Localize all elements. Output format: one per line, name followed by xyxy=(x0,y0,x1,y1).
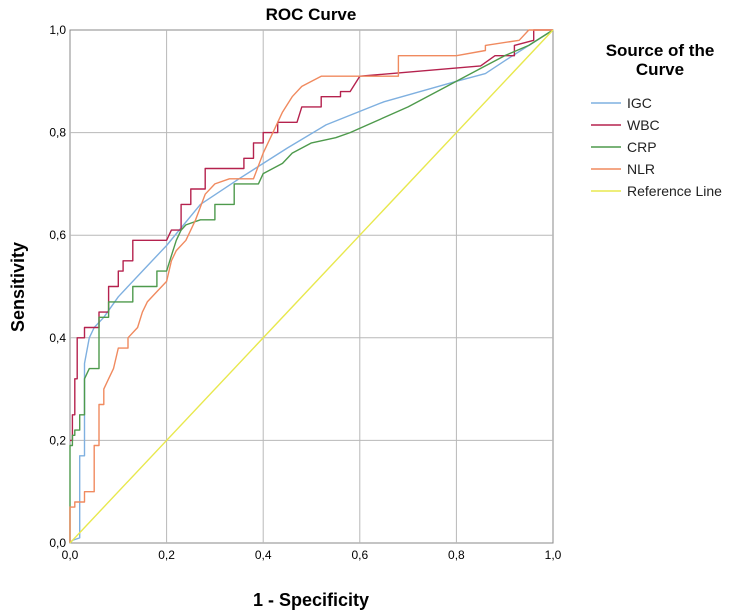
y-tick-label: 0,6 xyxy=(49,228,66,242)
x-tick-label: 0,8 xyxy=(448,548,465,562)
y-axis-title: Sensitivity xyxy=(8,242,28,332)
series-line-igc xyxy=(69,29,554,544)
x-tick-label: 1,0 xyxy=(545,548,562,562)
x-tick-label: 0,4 xyxy=(255,548,272,562)
x-tick-label: 0,2 xyxy=(158,548,175,562)
x-tick-label: 0,0 xyxy=(62,548,79,562)
series-line-wbc xyxy=(70,29,553,442)
series-layer xyxy=(69,29,554,544)
legend-items: IGC WBC CRP NLR Reference Line xyxy=(591,95,722,199)
x-axis-title: 1 - Specificity xyxy=(253,590,369,610)
legend: Source of the Curve IGC WBC CRP NLR Referenc… xyxy=(591,41,722,199)
ticks: 0,00,0 0,2 0,2 0,4 0,4 0,6 0,6 0,8 0,8 1,0 1,0 xyxy=(49,23,561,562)
y-tick-label: 0,8 xyxy=(49,126,66,140)
legend-label-reference-line: Reference Line xyxy=(627,183,722,199)
y-tick-label: 0,0 xyxy=(49,536,66,550)
series-line-reference-line xyxy=(69,29,554,544)
x-tick-label: 0,6 xyxy=(351,548,368,562)
series-line-nlr xyxy=(69,29,553,543)
series-line-crp xyxy=(69,29,554,543)
plot-area xyxy=(69,29,554,544)
legend-label-crp: CRP xyxy=(627,139,657,155)
legend-label-nlr: NLR xyxy=(627,161,655,177)
y-tick-label: 0,2 xyxy=(49,433,66,447)
legend-title-line-1: Source of the xyxy=(606,41,715,60)
chart-title: ROC Curve xyxy=(266,5,357,24)
grid xyxy=(70,30,553,543)
legend-title-line-2: Curve xyxy=(636,60,684,79)
y-tick-label: 1,0 xyxy=(49,23,66,37)
y-tick-label: 0,4 xyxy=(49,331,66,345)
legend-label-igc: IGC xyxy=(627,95,652,111)
legend-label-wbc: WBC xyxy=(627,117,660,133)
